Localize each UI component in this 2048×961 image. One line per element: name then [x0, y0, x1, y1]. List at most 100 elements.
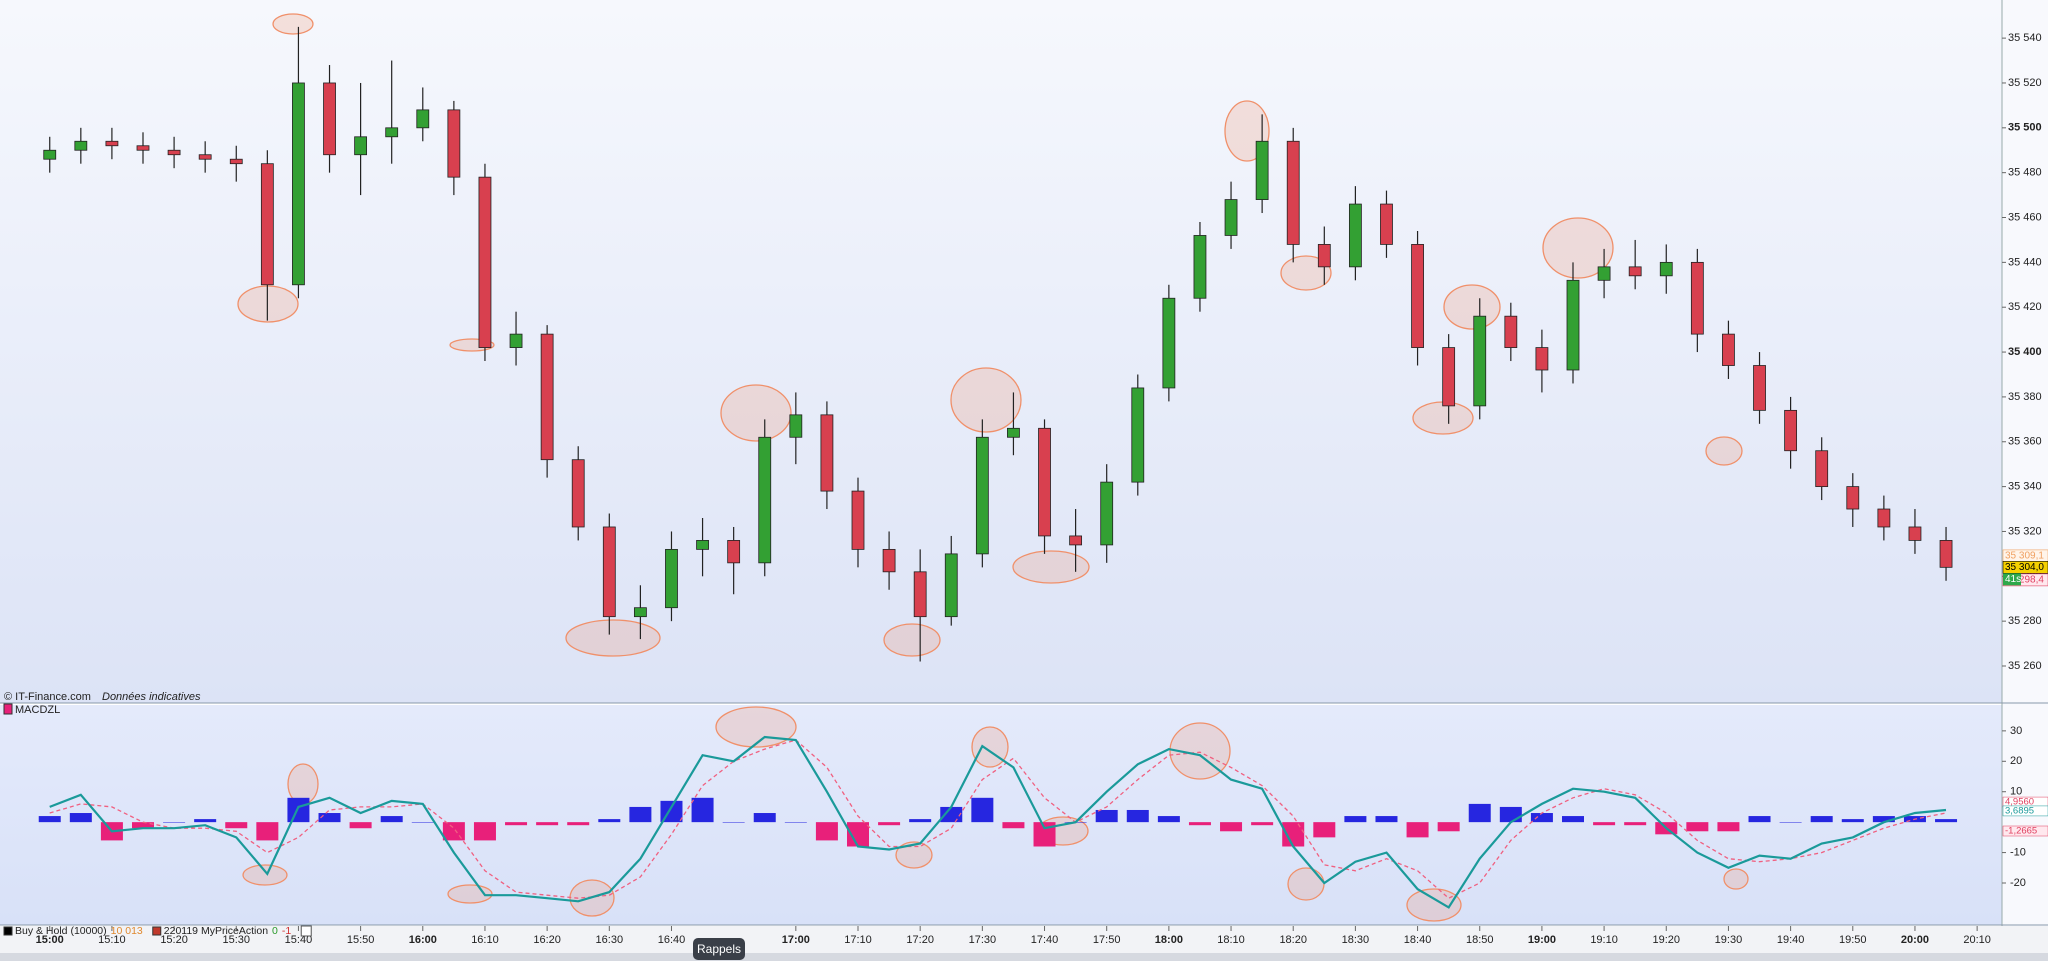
histogram-bar — [1188, 822, 1211, 826]
histogram-bar — [1157, 816, 1180, 823]
candle-body — [1566, 279, 1580, 371]
highlight — [950, 367, 1022, 433]
candle-body — [789, 414, 803, 438]
source: © IT-Finance.com — [4, 691, 91, 703]
candle-body — [1380, 203, 1393, 245]
candle-body — [1473, 315, 1487, 407]
legend-value: 0 — [272, 925, 278, 937]
candle-body — [385, 127, 399, 138]
x-tick-label: 15:50 — [347, 934, 375, 946]
y-tick-label: 20 — [2010, 755, 2022, 767]
legend-value: 10 013 — [111, 925, 143, 937]
tooltip: Rappels — [697, 942, 741, 956]
candle-body — [882, 548, 896, 573]
highlight — [895, 841, 933, 869]
price-label: 35 298,4 — [2005, 575, 2044, 586]
candle-body — [260, 163, 274, 286]
candle-body — [665, 548, 678, 609]
candle-body — [416, 109, 430, 129]
legend-button[interactable] — [300, 925, 312, 937]
highlight — [1287, 867, 1325, 901]
histogram-bar — [1717, 822, 1740, 832]
histogram-bar — [1375, 816, 1398, 823]
highlight — [1406, 888, 1462, 922]
candle-body — [1722, 333, 1735, 366]
histogram-bar — [691, 797, 714, 823]
highlight — [272, 13, 314, 35]
x-tick-label: 20:10 — [1963, 934, 1991, 946]
histogram-bar — [349, 822, 372, 829]
highlights — [237, 13, 1749, 922]
histogram-bar — [1624, 822, 1647, 826]
candle-body — [509, 333, 523, 348]
candles — [43, 26, 1953, 662]
candle-body — [136, 145, 150, 151]
x-tick-label: 19:10 — [1590, 934, 1618, 946]
x-tick-label: 18:40 — [1404, 934, 1432, 946]
x-tick-label: 19:30 — [1715, 934, 1743, 946]
macd-series — [38, 735, 1958, 909]
x-tick-label: 19:50 — [1839, 934, 1867, 946]
histogram-bar — [287, 797, 310, 823]
histogram-bar — [1220, 822, 1243, 832]
candle-body — [323, 82, 336, 156]
x-tick-label: 19:20 — [1652, 934, 1680, 946]
y-tick-label: 35 420 — [2008, 301, 2042, 313]
candle-body — [1690, 261, 1704, 335]
timer-box — [2003, 573, 2021, 586]
histogram-bar — [940, 806, 963, 823]
candle-body — [758, 436, 772, 564]
legend-swatch — [3, 926, 13, 936]
histogram-bar — [1872, 816, 1895, 823]
candle-body — [1411, 244, 1424, 348]
highlight — [1542, 217, 1614, 279]
x-tick-label: 17:40 — [1031, 934, 1059, 946]
histogram-bar — [971, 797, 994, 823]
highlight — [565, 619, 661, 657]
histogram-bar — [598, 819, 621, 823]
y-tick-label: 35 440 — [2008, 256, 2042, 268]
legend-name: 220119 MyPriceAction — [164, 925, 268, 937]
value-label-box — [2002, 805, 2048, 817]
candle-body — [354, 136, 368, 156]
histogram-bar — [1406, 822, 1429, 838]
indicator-title: MACDZL — [15, 704, 60, 716]
candle-body — [1162, 297, 1176, 389]
x-tick-label: 17:50 — [1093, 934, 1121, 946]
histogram-bar — [1530, 813, 1553, 823]
toolbar[interactable] — [0, 953, 2048, 961]
candle-body — [1877, 508, 1891, 528]
highlight — [1169, 722, 1231, 780]
candle-body — [1535, 347, 1549, 371]
candle-body — [1939, 540, 1953, 568]
price-label-box — [2002, 561, 2048, 574]
candle-body — [229, 158, 243, 165]
histogram-bar — [1437, 822, 1460, 832]
histogram-bar — [380, 816, 403, 823]
histogram-bar — [536, 822, 559, 826]
histogram-bar — [1126, 809, 1149, 823]
highlight — [1723, 868, 1749, 890]
histogram-bar — [722, 822, 745, 823]
histogram-bar — [1935, 819, 1958, 823]
candle-body — [1628, 266, 1642, 277]
x-tick-label: 19:00 — [1528, 934, 1556, 946]
candle-body — [167, 149, 181, 156]
y-tick-label: 10 — [2010, 786, 2022, 798]
histogram-bar — [194, 819, 217, 823]
x-tick-label: 18:00 — [1155, 934, 1183, 946]
highlight — [1012, 550, 1090, 584]
x-tick-label: 16:30 — [596, 934, 624, 946]
histogram-bar — [878, 822, 901, 826]
histogram-bar — [1499, 806, 1522, 823]
highlight — [1443, 284, 1501, 330]
candle-body — [1224, 199, 1238, 236]
candle-body — [447, 109, 461, 178]
histogram-bar — [784, 822, 807, 823]
value-label: -1,2665 — [2005, 826, 2037, 837]
y-tick-label: -10 — [2010, 846, 2026, 858]
candle-body — [1131, 387, 1145, 483]
y-tick-label: 30 — [2010, 725, 2022, 737]
price-label: 35 309,1 — [2005, 551, 2044, 562]
histogram-bar — [1251, 822, 1274, 826]
